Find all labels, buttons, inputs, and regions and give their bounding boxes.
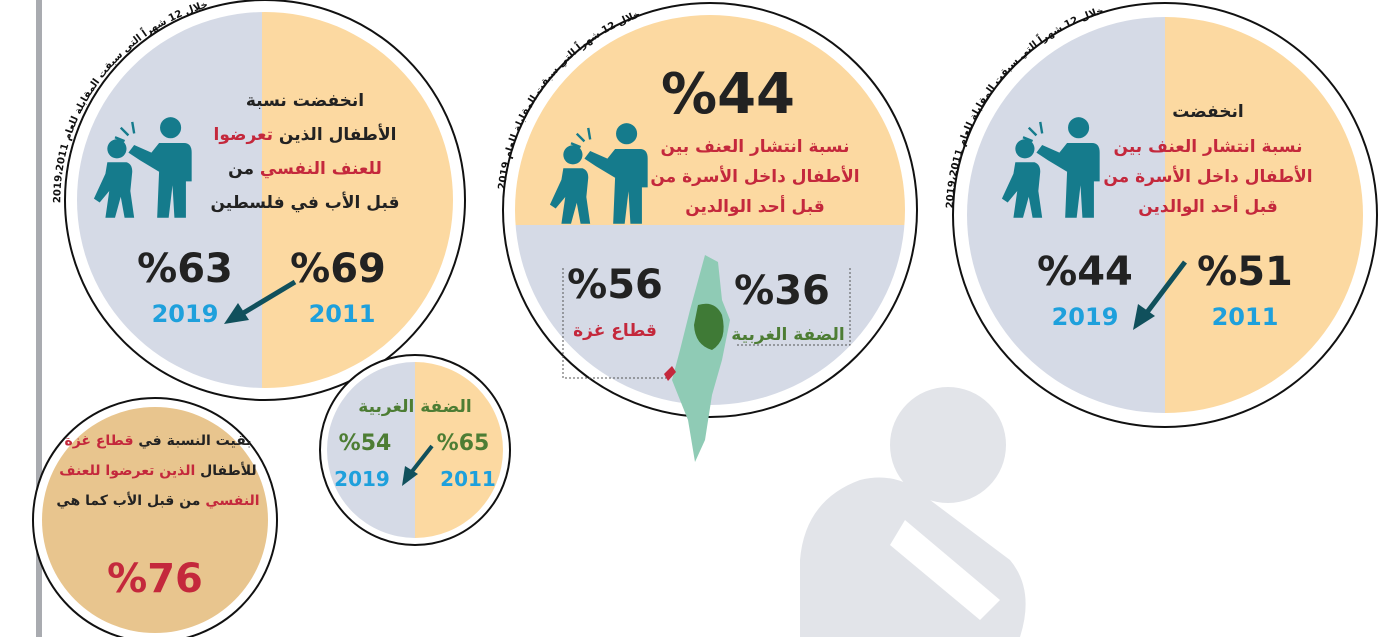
year: 2019 xyxy=(1052,303,1119,331)
line: بقيت النسبة في قطاع غزة xyxy=(64,433,251,449)
line: الأطفال داخل الأسرة من xyxy=(1103,166,1312,187)
line: نسبة انتشار العنف بين xyxy=(1114,137,1303,157)
line: قبل الأب في فلسطين xyxy=(210,192,399,213)
year: 2019 xyxy=(334,467,390,491)
value: %54 xyxy=(339,431,392,456)
value: %65 xyxy=(437,431,490,456)
title: الضفة الغربية xyxy=(358,397,471,417)
value: %76 xyxy=(107,556,203,602)
west-bank-value: %36 xyxy=(734,268,830,314)
value: %69 xyxy=(290,246,386,292)
year: 2011 xyxy=(440,467,496,491)
panel-gaza: بقيت النسبة في قطاع غزة للأطفال الذين تع… xyxy=(32,397,278,637)
line: الأطفال داخل الأسرة من xyxy=(650,166,859,187)
line: الأطفال الذين تعرضوا xyxy=(214,124,397,145)
side-bar xyxy=(36,0,42,637)
line: للعنف النفسي من xyxy=(228,159,382,179)
line: قبل أحد الوالدين xyxy=(685,195,825,217)
silhouette xyxy=(800,387,1026,637)
year: 2019 xyxy=(152,300,219,328)
line: قبل أحد الوالدين xyxy=(1138,195,1278,217)
value: %44 xyxy=(1037,249,1133,295)
gaza-value: %56 xyxy=(567,262,663,308)
total: %44 xyxy=(661,62,795,127)
panel-left: خلال 12 شهراً التي سبقت المقابلة للعام 2… xyxy=(52,0,466,401)
line: نسبة انتشار العنف بين xyxy=(661,137,850,157)
value: %63 xyxy=(137,246,233,292)
line: للأطفال الذين تعرضوا للعنف xyxy=(59,462,256,479)
panel-middle: خلال 12 شهراً التي سبقت المقابلة للعام 2… xyxy=(497,2,918,462)
year: 2011 xyxy=(309,300,376,328)
gaza-label: قطاع غزة xyxy=(573,321,657,341)
heading: انخفضت xyxy=(1172,102,1243,122)
line: النفسي من قبل الأب كما هي xyxy=(56,492,259,509)
panel-right: خلال 12 شهراً التي سبقت المقابلة للعام 2… xyxy=(945,2,1378,428)
value: %51 xyxy=(1197,249,1293,295)
year: 2011 xyxy=(1212,303,1279,331)
panel-west-bank: الضفة الغربية %65 2011 %54 2019 xyxy=(319,354,511,546)
line: انخفضت نسبة xyxy=(246,91,364,111)
west-bank-label: الضفة الغربية xyxy=(731,325,844,345)
